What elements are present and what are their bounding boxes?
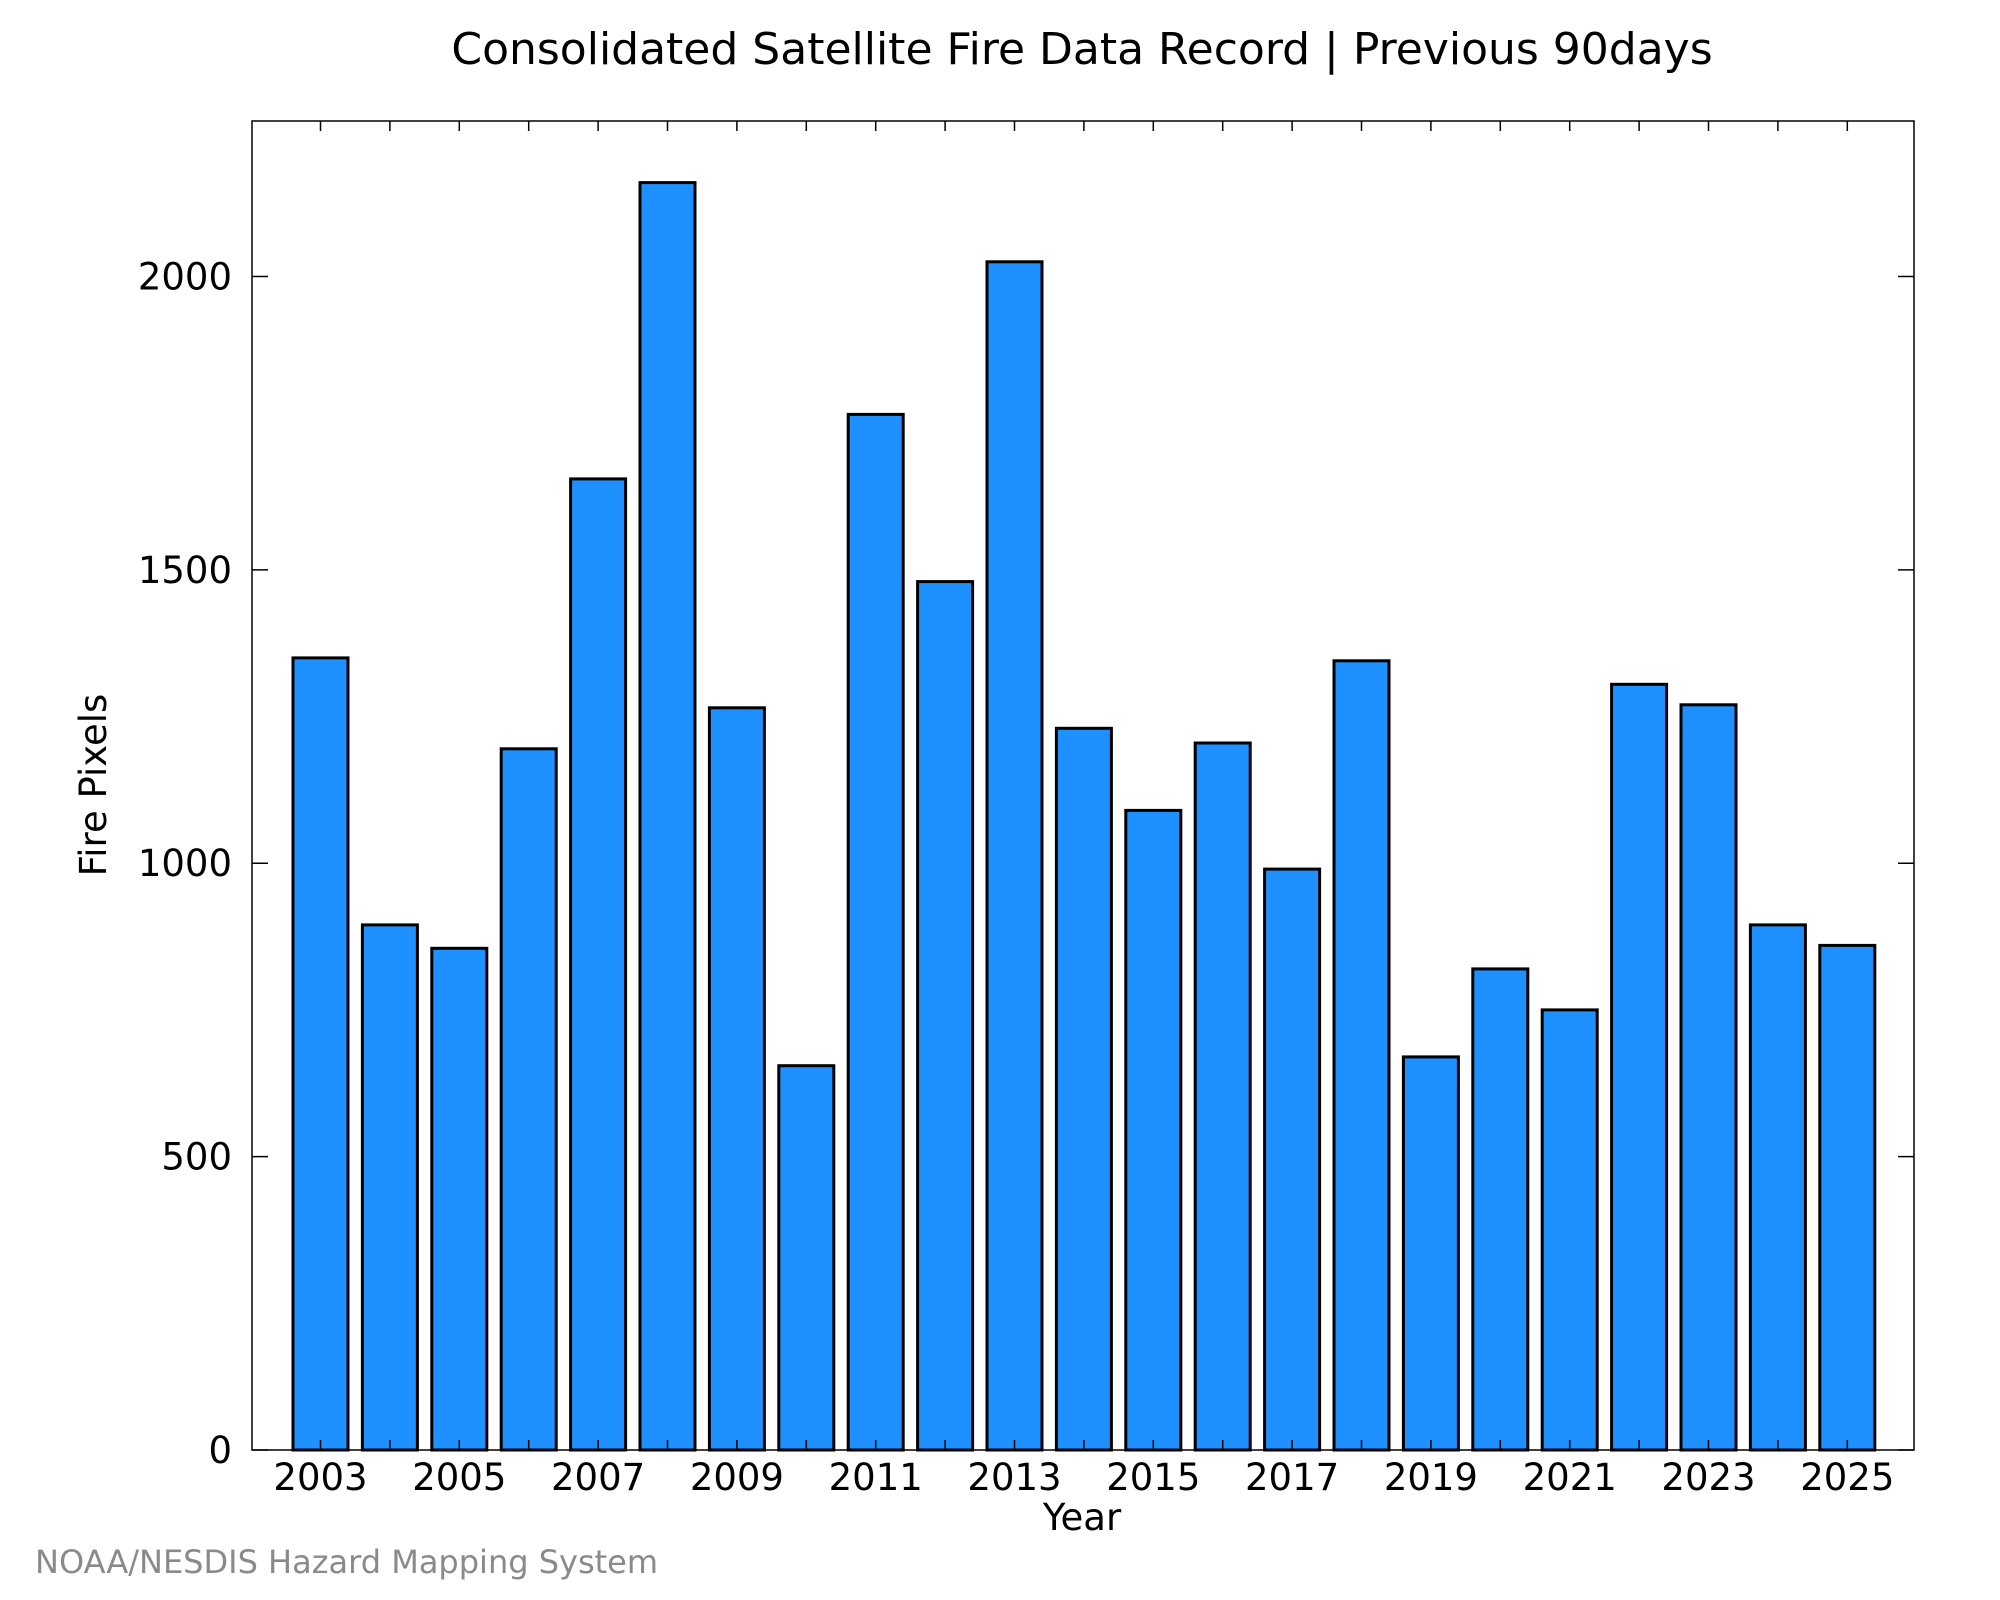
bar-2015 <box>1124 808 1183 1452</box>
y-tick-label: 1000 <box>138 842 232 885</box>
bar-2010 <box>777 1064 836 1452</box>
x-axis-label: Year <box>1042 1496 1122 1539</box>
bar-2017 <box>1263 867 1322 1452</box>
y-tick-label: 2000 <box>138 255 232 298</box>
bar-2025 <box>1818 943 1877 1452</box>
bar-2006 <box>499 747 558 1452</box>
bar-2008 <box>638 181 697 1452</box>
bar-2016 <box>1193 741 1252 1452</box>
bar-2013 <box>985 260 1044 1452</box>
ticks-layer: 0 500 1000 1500 2000 2003 2005 2007 2009 2011 2013… <box>138 121 1914 1499</box>
y-axis-label: Fire Pixels <box>72 694 115 877</box>
bar-2007 <box>569 477 628 1452</box>
bar-2019 <box>1401 1055 1460 1452</box>
x-tick-label: 2017 <box>1245 1456 1339 1499</box>
x-tick-label: 2003 <box>273 1456 367 1499</box>
x-tick-label: 2021 <box>1523 1456 1617 1499</box>
bar-2020 <box>1471 967 1530 1452</box>
y-tick-label: 500 <box>161 1136 232 1179</box>
bar-2024 <box>1748 923 1807 1452</box>
bar-2011 <box>846 412 905 1452</box>
bar-2004 <box>360 923 419 1452</box>
bar-2005 <box>430 946 489 1452</box>
x-tick-label: 2005 <box>412 1456 506 1499</box>
chart-title: Consolidated Satellite Fire Data Record … <box>451 24 1712 75</box>
x-tick-label: 2011 <box>829 1456 923 1499</box>
bar-2009 <box>707 706 766 1452</box>
y-tick-label: 0 <box>208 1429 232 1472</box>
bar-2023 <box>1679 703 1738 1452</box>
bar-2014 <box>1054 726 1113 1452</box>
bar-2003 <box>291 656 350 1452</box>
bars-layer <box>291 181 1877 1452</box>
footer-credit: NOAA/NESDIS Hazard Mapping System <box>35 1543 658 1581</box>
bar-2021 <box>1540 1008 1599 1452</box>
bar-2022 <box>1610 682 1669 1452</box>
x-tick-label: 2009 <box>690 1456 784 1499</box>
x-tick-label: 2025 <box>1800 1456 1894 1499</box>
bar-2012 <box>916 580 975 1452</box>
bar-2018 <box>1332 659 1391 1452</box>
y-tick-label: 1500 <box>138 549 232 592</box>
x-tick-label: 2007 <box>551 1456 645 1499</box>
x-tick-label: 2019 <box>1384 1456 1478 1499</box>
x-tick-label: 2023 <box>1661 1456 1755 1499</box>
x-tick-label: 2015 <box>1106 1456 1200 1499</box>
x-tick-label: 2013 <box>967 1456 1061 1499</box>
